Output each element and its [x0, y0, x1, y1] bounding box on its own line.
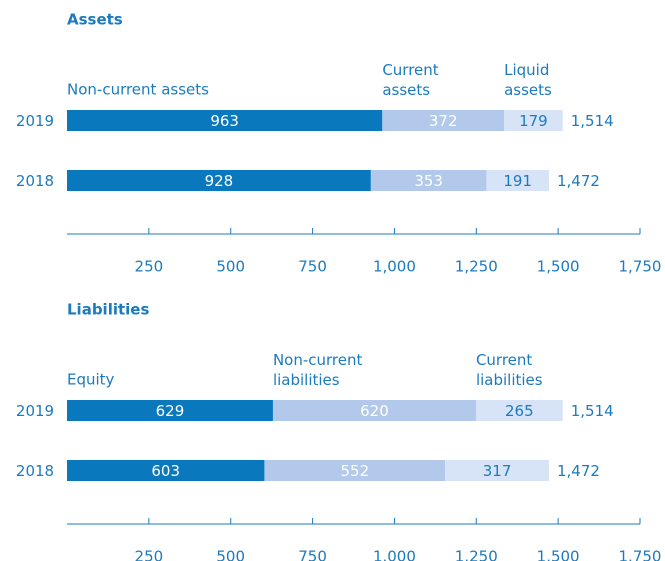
bar-segment: [264, 460, 446, 481]
x-tick-label: 1,250: [455, 258, 498, 276]
legend-line: liabilities: [476, 371, 543, 389]
x-tick-label: 1,000: [373, 258, 416, 276]
legend-line: liabilities: [273, 371, 340, 389]
total-label: 1,514: [571, 402, 614, 420]
x-tick-label: 1,500: [537, 258, 580, 276]
value-label: 552: [340, 462, 369, 480]
x-tick-label: 1.000: [373, 548, 416, 561]
bar-segment: [67, 400, 273, 421]
total-label: 1,472: [557, 172, 600, 190]
category-label: 2018: [16, 462, 54, 480]
bar-segment: [445, 460, 549, 481]
legend-line: Current: [476, 351, 532, 369]
value-label: 372: [429, 112, 458, 130]
legend-label: Non-current assets: [67, 81, 209, 99]
value-label: 179: [519, 112, 548, 130]
legend-line: Non-current: [273, 351, 363, 369]
bar-segment: [370, 170, 487, 191]
legend-line: Liquid: [504, 61, 549, 79]
bar-segment: [272, 400, 476, 421]
value-label: 191: [503, 172, 532, 190]
category-label: 2019: [16, 112, 54, 130]
legend-label: Current liabilities: [476, 351, 543, 389]
x-tick-label: 500: [216, 548, 245, 561]
value-label: 265: [505, 402, 534, 420]
value-label: 629: [156, 402, 185, 420]
value-label: 928: [205, 172, 234, 190]
bar-segment: [475, 400, 563, 421]
total-label: 1,514: [571, 112, 614, 130]
legend-label: Non-current liabilities: [273, 351, 363, 389]
x-tick-label: 1.250: [455, 548, 498, 561]
x-tick-label: 1.500: [537, 548, 580, 561]
legend-line: Current: [382, 61, 438, 79]
legend-label: Equity: [67, 371, 115, 389]
x-tick-label: 750: [298, 258, 327, 276]
value-label: 353: [414, 172, 443, 190]
x-tick-label: 500: [216, 258, 245, 276]
x-tick-label: 1.750: [619, 548, 662, 561]
chart-title: Liabilities: [67, 301, 149, 319]
bar-segment: [67, 460, 265, 481]
legend-label: Liquid assets: [504, 61, 552, 99]
value-label: 963: [210, 112, 239, 130]
legend-label: Current assets: [382, 61, 438, 99]
legend-line: assets: [382, 81, 430, 99]
category-label: 2018: [16, 172, 54, 190]
value-label: 620: [360, 402, 389, 420]
bar-segment: [486, 170, 549, 191]
bar-segment: [504, 110, 563, 131]
bar-segment: [67, 110, 383, 131]
legend-line: assets: [504, 81, 552, 99]
total-label: 1,472: [557, 462, 600, 480]
x-tick-label: 1,750: [619, 258, 662, 276]
x-tick-label: 250: [135, 548, 164, 561]
value-label: 603: [151, 462, 180, 480]
value-label: 317: [483, 462, 512, 480]
bar-segment: [382, 110, 505, 131]
chart-title: Assets: [67, 11, 123, 29]
bar-segment: [67, 170, 371, 191]
category-label: 2019: [16, 402, 54, 420]
x-tick-label: 750: [298, 548, 327, 561]
x-tick-label: 250: [135, 258, 164, 276]
